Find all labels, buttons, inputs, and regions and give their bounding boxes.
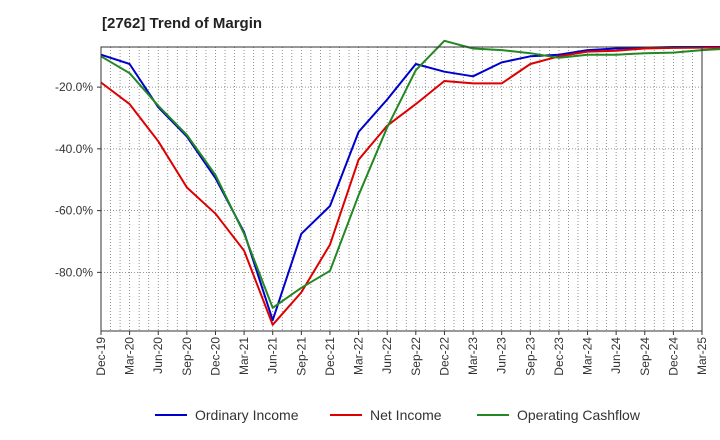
x-tick-label: Jun-22 <box>380 337 394 374</box>
legend: Ordinary Income Net Income Operating Cashf… <box>155 407 641 423</box>
legend-label-operating-cashflow: Operating Cashflow <box>517 407 641 423</box>
x-tick-label: Dec-19 <box>94 337 108 376</box>
chart-title: [2762] Trend of Margin <box>102 15 263 32</box>
x-tick-label: Jun-23 <box>495 337 509 374</box>
y-tick-label: -20.0% <box>55 80 93 94</box>
y-tick-label: -40.0% <box>55 142 93 156</box>
x-tick-label: Jun-21 <box>266 337 280 374</box>
x-tick-label: Sep-21 <box>294 337 308 376</box>
x-tick-label: Mar-22 <box>352 337 366 375</box>
legend-label-ordinary-income: Ordinary Income <box>195 407 299 423</box>
grid-lines <box>101 47 702 331</box>
y-tick-label: -60.0% <box>55 204 93 218</box>
series-line-net-income <box>100 46 720 326</box>
series-line-operating-cashflow <box>100 39 720 309</box>
y-tick-label: -80.0% <box>55 265 93 279</box>
series-line-ordinary-income <box>100 46 720 322</box>
x-tick-label: Sep-23 <box>523 337 537 376</box>
x-axis-ticks: Dec-19 Mar-20 Jun-20 Sep-20 Dec-20 Mar-21 Jun-… <box>94 331 709 376</box>
x-tick-label: Jun-24 <box>609 337 623 374</box>
x-tick-label: Dec-21 <box>323 337 337 376</box>
x-tick-label: Sep-20 <box>180 337 194 376</box>
x-tick-label: Dec-23 <box>552 337 566 376</box>
x-tick-label: Mar-20 <box>123 337 137 375</box>
plot-border <box>100 46 703 332</box>
legend-label-net-income: Net Income <box>370 407 442 423</box>
x-tick-label: Mar-21 <box>237 337 251 375</box>
x-tick-label: Jun-20 <box>151 337 165 374</box>
series-lines <box>100 39 720 326</box>
x-tick-label: Sep-22 <box>409 337 423 376</box>
x-tick-label: Dec-24 <box>666 337 680 376</box>
x-tick-label: Mar-25 <box>695 337 709 375</box>
x-tick-label: Dec-22 <box>437 337 451 376</box>
x-tick-label: Mar-23 <box>466 337 480 375</box>
y-axis-ticks: -20.0% -40.0% -60.0% -80.0% <box>55 80 101 279</box>
x-tick-label: Sep-24 <box>638 337 652 376</box>
x-tick-label: Mar-24 <box>581 337 595 375</box>
x-tick-label: Dec-20 <box>208 337 222 376</box>
